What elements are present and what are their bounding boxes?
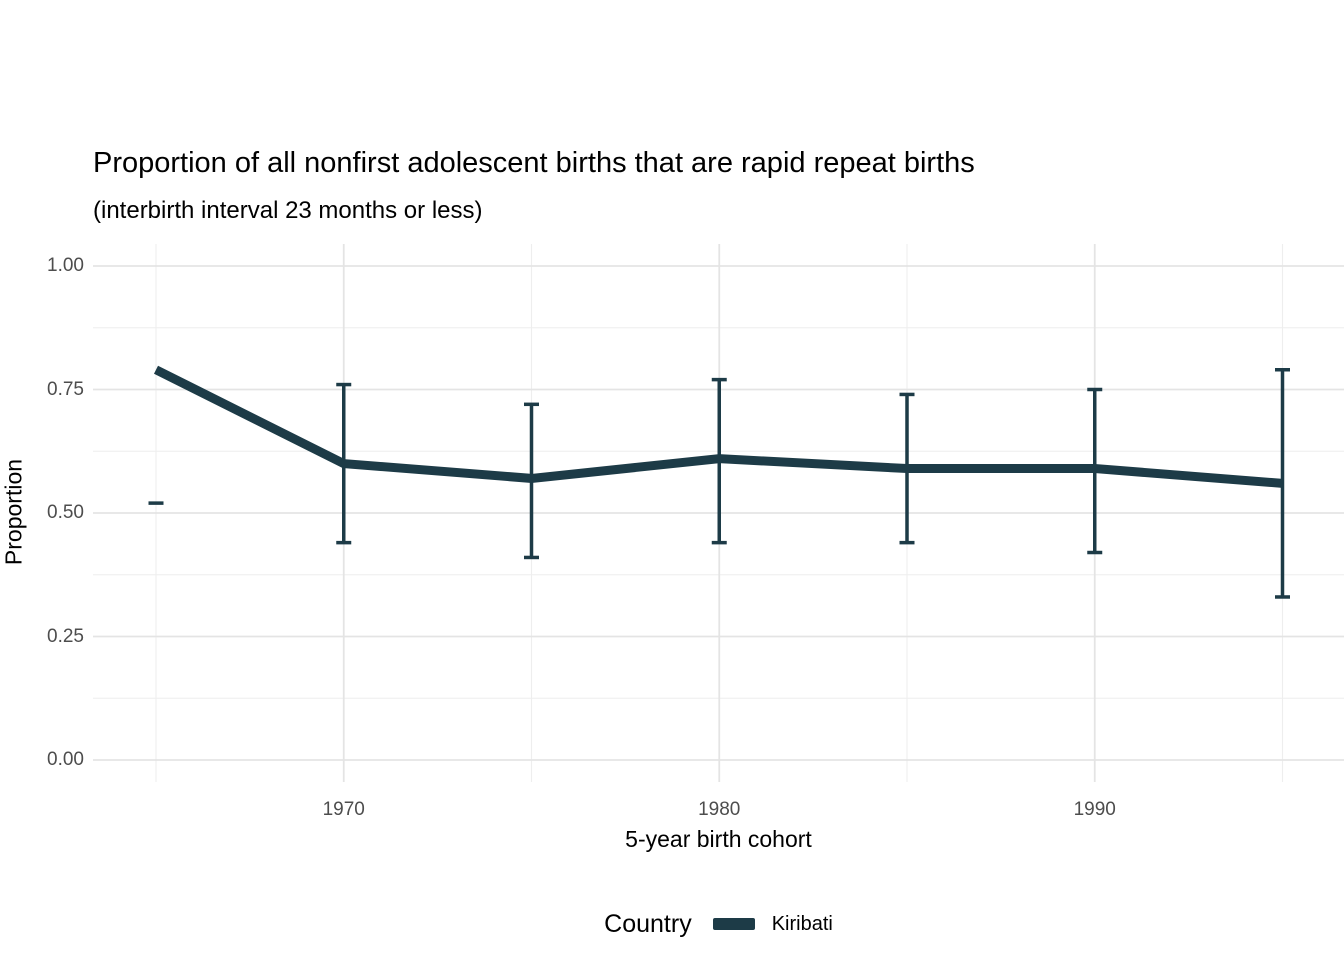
y-tick-label: 0.50 bbox=[47, 502, 84, 523]
y-tick-label: 0.25 bbox=[47, 625, 84, 647]
legend: Country Kiribati bbox=[93, 904, 1344, 944]
legend-title: Country bbox=[604, 909, 692, 938]
legend-color-swatch bbox=[712, 918, 755, 930]
y-tick-label: 1.00 bbox=[47, 255, 84, 276]
y-tick-label: 0.75 bbox=[47, 378, 84, 400]
x-tick-label: 1980 bbox=[698, 799, 741, 820]
x-axis-title: 5-year birth cohort bbox=[625, 826, 812, 852]
chart-subtitle: (interbirth interval 23 months or less) bbox=[93, 197, 483, 224]
legend-entry-label: Kiribati bbox=[771, 912, 833, 935]
x-tick-label: 1970 bbox=[322, 799, 365, 820]
x-tick-label: 1990 bbox=[1073, 799, 1116, 820]
series-line-kiribati bbox=[153, 365, 1283, 488]
chart-title: Proportion of all nonfirst adolescent bi… bbox=[93, 147, 975, 179]
y-tick-label: 0.00 bbox=[47, 749, 84, 770]
